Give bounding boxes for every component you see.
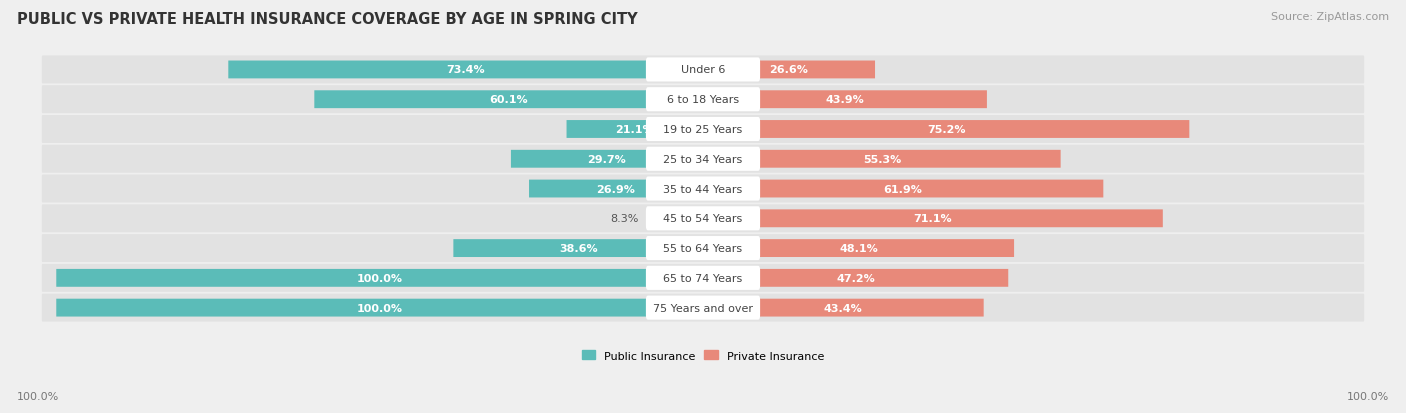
FancyBboxPatch shape bbox=[703, 121, 1189, 139]
Text: 100.0%: 100.0% bbox=[357, 273, 402, 283]
Text: 47.2%: 47.2% bbox=[837, 273, 875, 283]
Text: 21.1%: 21.1% bbox=[616, 125, 654, 135]
FancyBboxPatch shape bbox=[703, 91, 987, 109]
Text: 35 to 44 Years: 35 to 44 Years bbox=[664, 184, 742, 194]
FancyBboxPatch shape bbox=[453, 240, 703, 257]
FancyBboxPatch shape bbox=[645, 207, 761, 231]
FancyBboxPatch shape bbox=[645, 118, 761, 142]
FancyBboxPatch shape bbox=[315, 91, 703, 109]
FancyBboxPatch shape bbox=[703, 299, 984, 317]
FancyBboxPatch shape bbox=[42, 116, 1364, 144]
Text: 19 to 25 Years: 19 to 25 Years bbox=[664, 125, 742, 135]
FancyBboxPatch shape bbox=[703, 240, 1014, 257]
FancyBboxPatch shape bbox=[645, 296, 761, 320]
Text: 65 to 74 Years: 65 to 74 Years bbox=[664, 273, 742, 283]
Text: PUBLIC VS PRIVATE HEALTH INSURANCE COVERAGE BY AGE IN SPRING CITY: PUBLIC VS PRIVATE HEALTH INSURANCE COVER… bbox=[17, 12, 637, 27]
Text: 73.4%: 73.4% bbox=[446, 65, 485, 75]
Text: 100.0%: 100.0% bbox=[1347, 391, 1389, 401]
Text: 8.3%: 8.3% bbox=[610, 214, 638, 224]
FancyBboxPatch shape bbox=[56, 299, 703, 317]
Text: 43.9%: 43.9% bbox=[825, 95, 865, 105]
FancyBboxPatch shape bbox=[42, 294, 1364, 322]
Text: 75.2%: 75.2% bbox=[927, 125, 966, 135]
Text: Under 6: Under 6 bbox=[681, 65, 725, 75]
Text: 43.4%: 43.4% bbox=[824, 303, 863, 313]
FancyBboxPatch shape bbox=[703, 269, 1008, 287]
Text: 61.9%: 61.9% bbox=[884, 184, 922, 194]
Text: 71.1%: 71.1% bbox=[914, 214, 952, 224]
FancyBboxPatch shape bbox=[645, 266, 761, 290]
FancyBboxPatch shape bbox=[42, 175, 1364, 203]
FancyBboxPatch shape bbox=[650, 210, 703, 228]
Text: 100.0%: 100.0% bbox=[17, 391, 59, 401]
Text: 48.1%: 48.1% bbox=[839, 244, 877, 254]
Text: 60.1%: 60.1% bbox=[489, 95, 529, 105]
FancyBboxPatch shape bbox=[529, 180, 703, 198]
FancyBboxPatch shape bbox=[645, 88, 761, 112]
FancyBboxPatch shape bbox=[703, 62, 875, 79]
FancyBboxPatch shape bbox=[42, 205, 1364, 233]
Text: 38.6%: 38.6% bbox=[558, 244, 598, 254]
FancyBboxPatch shape bbox=[42, 235, 1364, 262]
Text: Source: ZipAtlas.com: Source: ZipAtlas.com bbox=[1271, 12, 1389, 22]
Text: 26.6%: 26.6% bbox=[769, 65, 808, 75]
Text: 55.3%: 55.3% bbox=[863, 154, 901, 164]
FancyBboxPatch shape bbox=[567, 121, 703, 139]
FancyBboxPatch shape bbox=[510, 150, 703, 168]
FancyBboxPatch shape bbox=[645, 147, 761, 171]
Legend: Public Insurance, Private Insurance: Public Insurance, Private Insurance bbox=[579, 347, 827, 364]
FancyBboxPatch shape bbox=[645, 58, 761, 82]
Text: 45 to 54 Years: 45 to 54 Years bbox=[664, 214, 742, 224]
FancyBboxPatch shape bbox=[56, 269, 703, 287]
FancyBboxPatch shape bbox=[703, 150, 1060, 168]
FancyBboxPatch shape bbox=[703, 180, 1104, 198]
Text: 100.0%: 100.0% bbox=[357, 303, 402, 313]
FancyBboxPatch shape bbox=[645, 177, 761, 201]
Text: 26.9%: 26.9% bbox=[596, 184, 636, 194]
Text: 75 Years and over: 75 Years and over bbox=[652, 303, 754, 313]
FancyBboxPatch shape bbox=[42, 145, 1364, 173]
Text: 29.7%: 29.7% bbox=[588, 154, 626, 164]
Text: 6 to 18 Years: 6 to 18 Years bbox=[666, 95, 740, 105]
Text: 55 to 64 Years: 55 to 64 Years bbox=[664, 244, 742, 254]
FancyBboxPatch shape bbox=[42, 86, 1364, 114]
Text: 25 to 34 Years: 25 to 34 Years bbox=[664, 154, 742, 164]
FancyBboxPatch shape bbox=[42, 264, 1364, 292]
FancyBboxPatch shape bbox=[645, 237, 761, 261]
FancyBboxPatch shape bbox=[703, 210, 1163, 228]
FancyBboxPatch shape bbox=[42, 56, 1364, 84]
FancyBboxPatch shape bbox=[228, 62, 703, 79]
